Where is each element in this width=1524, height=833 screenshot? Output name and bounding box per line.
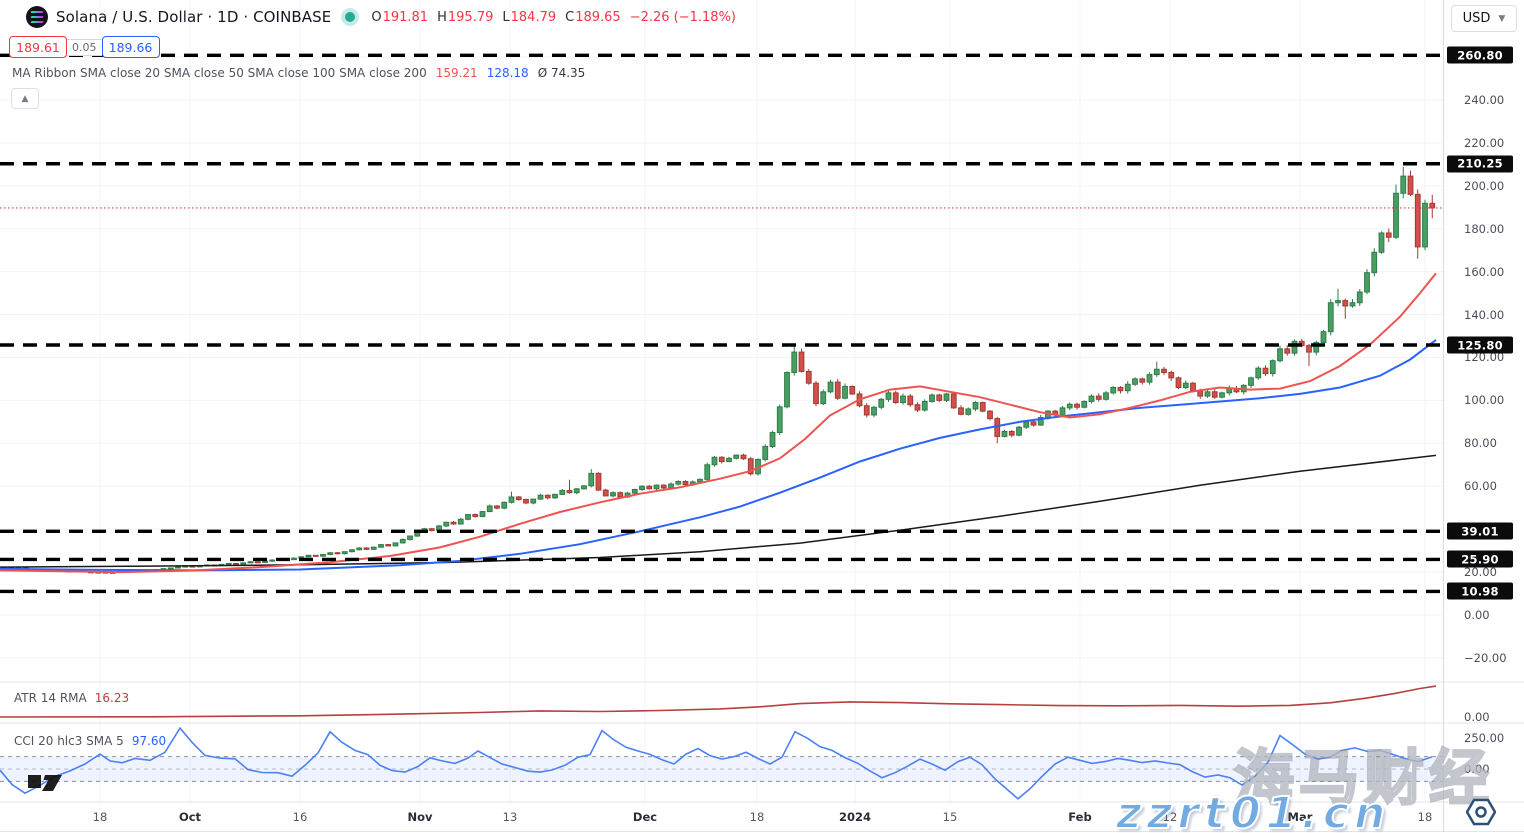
ohlc-o: O191.81 (371, 9, 429, 25)
axis-tick-label: 180.00 (1464, 221, 1505, 236)
tradingview-logo[interactable] (28, 768, 80, 796)
ohlc-h: H195.79 (437, 9, 494, 25)
ohlc-l: L184.79 (502, 9, 557, 25)
ma-ribbon-legend[interactable]: MA Ribbon SMA close 20 SMA close 50 SMA … (12, 66, 585, 80)
symbol-header[interactable]: Solana / U.S. Dollar · 1D · COINBASE O19… (26, 6, 736, 28)
price-level-badge: 10.98 (1447, 582, 1513, 600)
axis-tick-label: 220.00 (1464, 135, 1505, 150)
price-level-badge: 39.01 (1447, 522, 1513, 540)
ohlc-readout: O191.81 H195.79 L184.79 C189.65 −2.26 (−1.18… (371, 10, 736, 25)
symbol-title[interactable]: Solana / U.S. Dollar · 1D · COINBASE (56, 8, 332, 26)
axis-tick-label: 120.00 (1464, 350, 1505, 365)
axis-tick-label: 80.00 (1464, 436, 1497, 451)
axis-tick-label: 20.00 (1464, 565, 1497, 580)
time-tick-label: 12 (1162, 810, 1178, 824)
chevron-down-icon: ▼ (1498, 13, 1506, 24)
time-tick-label: Dec (632, 810, 658, 824)
ma-ribbon-value-sma50: 128.18 (486, 66, 529, 80)
time-tick-label: 2024 (838, 810, 872, 824)
trade-panel: 189.61 0.05 189.66 (9, 36, 160, 58)
cci-label: CCI 20 hlc3 SMA 5 (14, 734, 124, 748)
solana-logo-icon (26, 6, 48, 28)
axis-tick-label: 100.00 (1464, 393, 1505, 408)
axis-tick-label: 0.00 (1464, 710, 1490, 724)
time-tick-label: 15 (942, 810, 958, 824)
axis-tick-label: 240.00 (1464, 92, 1505, 107)
axis-tick-label: −20.00 (1464, 650, 1507, 665)
axis-tick-label: 60.00 (1464, 479, 1497, 494)
time-tick-label: 18 (92, 810, 108, 824)
time-tick-label: 16 (292, 810, 308, 824)
spread-value: 0.05 (67, 38, 102, 56)
time-tick-label: 13 (502, 810, 518, 824)
axis-tick-label: 250.00 (1464, 731, 1505, 745)
change-readout: −2.26 (−1.18%) (629, 9, 737, 25)
time-tick-label: Mar (1287, 810, 1313, 824)
buy-button[interactable]: 189.66 (101, 36, 160, 58)
axis-tick-label: 0.00 (1464, 608, 1490, 622)
price-level-badge: 125.80 (1447, 336, 1513, 354)
cci-legend[interactable]: CCI 20 hlc3 SMA 5 97.60 (14, 734, 166, 748)
cci-value: 97.60 (131, 734, 167, 748)
atr-legend[interactable]: ATR 14 RMA 16.23 (14, 691, 129, 705)
atr-value: 16.23 (94, 691, 130, 705)
ma-ribbon-value-avg: Ø 74.35 (537, 66, 586, 80)
atr-label: ATR 14 RMA (14, 691, 87, 705)
axis-tick-label: 0.00 (1464, 762, 1490, 776)
time-tick-label: Nov (407, 810, 433, 824)
chevron-up-icon: ▲ (21, 93, 29, 104)
price-level-badge: 210.25 (1447, 155, 1513, 173)
time-tick-label: Feb (1068, 810, 1092, 824)
currency-selector[interactable]: USD ▼ (1451, 5, 1517, 32)
axis-tick-label: 160.00 (1464, 264, 1505, 279)
live-status-dot-icon (345, 12, 356, 22)
collapse-legend-button[interactable]: ▲ (11, 88, 39, 109)
sell-button[interactable]: 189.61 (9, 36, 67, 58)
time-tick-label: Oct (178, 810, 202, 824)
ma-ribbon-label: MA Ribbon SMA close 20 SMA close 50 SMA … (12, 66, 427, 80)
time-tick-label: 18 (749, 810, 765, 824)
price-level-badge: 25.90 (1447, 550, 1513, 568)
time-tick-label: 18 (1417, 810, 1433, 824)
ohlc-c: C189.65 (565, 9, 621, 25)
axis-tick-label: 200.00 (1464, 178, 1505, 193)
axis-tick-label: 140.00 (1464, 307, 1505, 322)
ma-ribbon-value-sma20: 159.21 (435, 66, 478, 80)
currency-label: USD (1462, 11, 1491, 26)
price-level-badge: 260.80 (1447, 46, 1513, 64)
